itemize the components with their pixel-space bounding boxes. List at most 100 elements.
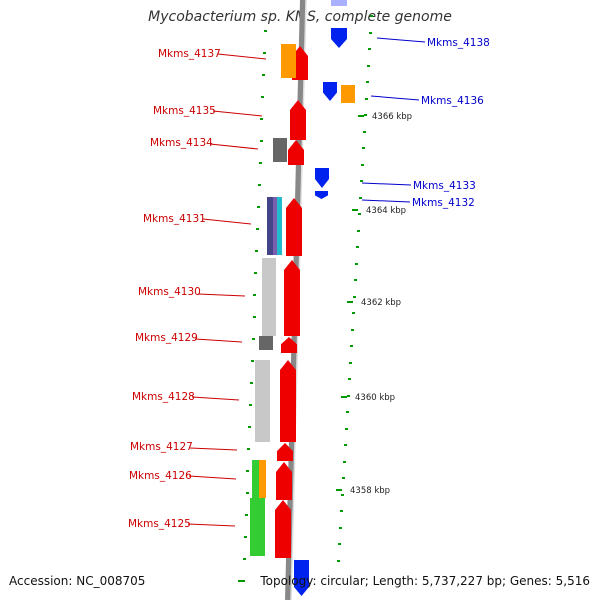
kbp-tick <box>347 301 353 303</box>
forward-gene-arrow[interactable] <box>275 500 291 558</box>
kbp-label: 4362 kbp <box>361 298 401 308</box>
cog-box <box>259 460 266 498</box>
gene-label-left[interactable]: Mkms_4129 <box>135 332 198 344</box>
gene-leader-line <box>361 182 412 186</box>
outer-tick-ring-dot <box>350 345 353 347</box>
outer-tick-ring-dot <box>363 131 366 133</box>
kbp-label: 4360 kbp <box>355 393 395 403</box>
outer-tick-ring-dot <box>357 230 360 232</box>
gene-label-left[interactable]: Mkms_4134 <box>150 137 213 149</box>
forward-gene-arrow[interactable] <box>280 360 296 442</box>
forward-gene-arrow[interactable] <box>281 337 297 353</box>
inner-tick-ring-dot <box>257 206 260 208</box>
gene-label-left[interactable]: Mkms_4125 <box>128 518 191 530</box>
cog-box <box>250 498 265 556</box>
gene-label-right[interactable]: Mkms_4136 <box>421 95 484 107</box>
gene-label-left[interactable]: Mkms_4131 <box>143 213 206 225</box>
outer-tick-ring-dot <box>341 494 344 496</box>
gene-label-left[interactable]: Mkms_4126 <box>129 470 192 482</box>
outer-tick-ring-dot <box>368 48 371 50</box>
inner-tick-ring-dot <box>246 470 249 472</box>
kbp-tick <box>341 396 347 398</box>
gene-label-left[interactable]: Mkms_4135 <box>153 105 216 117</box>
inner-tick-ring-dot <box>253 316 256 318</box>
outer-tick-ring-dot <box>358 213 361 215</box>
outer-tick-ring-dot <box>342 477 345 479</box>
outer-tick-ring-dot <box>354 279 357 281</box>
inner-tick-ring-dot <box>258 184 261 186</box>
outer-tick-ring-dot <box>352 312 355 314</box>
inner-tick-ring-dot <box>252 338 255 340</box>
forward-gene-arrow[interactable] <box>284 260 300 336</box>
kbp-tick <box>352 209 358 211</box>
reverse-gene-arrow[interactable] <box>315 168 329 188</box>
outer-tick-ring-dot <box>337 560 340 562</box>
gene-label-right[interactable]: Mkms_4132 <box>412 197 475 209</box>
outer-tick-ring-dot <box>348 378 351 380</box>
inner-tick-ring-dot <box>250 382 253 384</box>
inner-tick-ring-dot <box>256 228 259 230</box>
cog-box <box>259 336 273 350</box>
inner-tick-ring-dot <box>254 272 257 274</box>
cog-box <box>252 460 259 498</box>
gene-leader-line <box>370 95 420 101</box>
reverse-gene-arrow[interactable] <box>323 82 337 101</box>
gene-label-right[interactable]: Mkms_4133 <box>413 180 476 192</box>
inner-tick-ring-dot <box>260 140 263 142</box>
cog-box <box>273 197 277 255</box>
forward-gene-arrow[interactable] <box>286 198 302 256</box>
reverse-gene-arrow[interactable] <box>331 28 347 48</box>
inner-tick-ring-dot <box>243 558 246 560</box>
outer-tick-ring-dot <box>345 428 348 430</box>
inner-tick-ring-dot <box>249 404 252 406</box>
cog-box <box>255 360 270 442</box>
gene-leader-line <box>212 110 263 117</box>
inner-tick-ring-dot <box>262 74 265 76</box>
outer-tick-ring-dot <box>369 32 372 34</box>
gene-label-right[interactable]: Mkms_4138 <box>427 37 490 49</box>
reverse-gene-arrow[interactable] <box>294 560 309 596</box>
inner-tick-ring <box>242 30 267 582</box>
reverse-gene-arrow[interactable] <box>315 191 328 199</box>
outer-tick-ring-dot <box>349 362 352 364</box>
outer-tick-ring-dot <box>362 147 365 149</box>
outer-tick-ring-dot <box>364 114 367 116</box>
inner-tick-ring-dot <box>245 514 248 516</box>
inner-tick-ring-dot <box>253 294 256 296</box>
forward-gene-arrow[interactable] <box>277 443 293 461</box>
inner-tick-ring-dot <box>248 426 251 428</box>
gene-leader-line <box>361 199 411 203</box>
outer-tick-ring-dot <box>359 197 362 199</box>
cog-box <box>277 197 282 255</box>
outer-tick-ring-dot <box>353 296 356 298</box>
gene-leader-line <box>194 338 243 343</box>
outer-tick-ring <box>337 15 373 562</box>
inner-tick-ring-dot <box>264 30 267 32</box>
gene-label-left[interactable]: Mkms_4127 <box>130 441 193 453</box>
outer-tick-ring-dot <box>361 164 364 166</box>
outer-tick-ring-dot <box>347 395 350 397</box>
forward-gene-arrow[interactable] <box>276 462 292 500</box>
outer-tick-ring-dot <box>338 543 341 545</box>
inner-tick-ring-dot <box>259 162 262 164</box>
gene-label-left[interactable]: Mkms_4128 <box>132 391 195 403</box>
gene-leader-line <box>217 53 267 60</box>
inner-tick-ring-dot <box>247 448 250 450</box>
inner-tick-mark <box>238 580 245 582</box>
outer-tick-ring-dot <box>366 81 369 83</box>
outer-tick-ring-dot <box>355 263 358 265</box>
outer-tick-ring-dot <box>367 65 370 67</box>
outer-tick-ring-dot <box>340 510 343 512</box>
forward-gene-arrow[interactable] <box>288 140 304 165</box>
kbp-tick <box>336 489 342 491</box>
cog-box <box>267 197 273 255</box>
kbp-label: 4358 kbp <box>350 486 390 496</box>
gene-label-left[interactable]: Mkms_4137 <box>158 48 221 60</box>
gene-label-left[interactable]: Mkms_4130 <box>138 286 201 298</box>
kbp-tick <box>358 115 364 117</box>
outer-tick-ring-dot <box>344 444 347 446</box>
inner-tick-ring-dot <box>251 360 254 362</box>
gene-leader-line <box>191 396 240 401</box>
forward-gene-arrow[interactable] <box>290 100 306 140</box>
